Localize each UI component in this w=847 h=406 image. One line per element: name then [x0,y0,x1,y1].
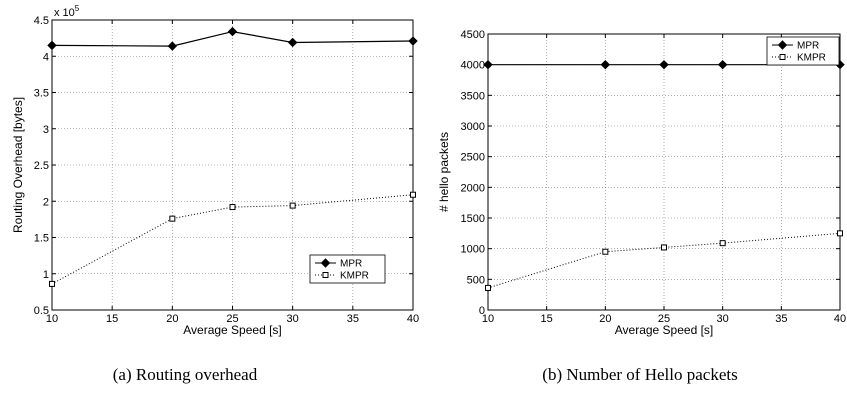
x-tick-label: 40 [407,313,419,325]
chart-1: 10 15 20 25 30 35 40 0.5 1 1.5 2 2.5 3 3.5 4 4.5 x 105 Av… [11,4,419,384]
data-point-mpr [320,258,331,268]
x-tick-label: 10 [46,313,58,325]
series-line-kmpr [487,232,841,289]
y-tick-label: 2.5 [34,160,49,172]
data-point-mpr [167,41,178,51]
data-point-kmpr [661,244,667,251]
data-point-kmpr [485,284,491,291]
y-tick-label: 500 [467,274,485,286]
y-tick-label: 2500 [461,152,485,164]
y-tick-label: 2 [43,196,49,208]
data-point-kmpr [837,230,843,237]
data-point-kmpr [49,280,55,287]
legend-label-kmpr: KMPR [797,53,826,64]
y-tick-label: 0.5 [34,305,49,317]
legend-box [309,254,386,284]
x-tick-label: 25 [226,313,238,325]
legend-label-kmpr: KMPR [340,271,369,282]
y-tick-label: 2000 [461,182,485,194]
figure-caption: (a) Routing overhead [113,365,258,384]
data-point-kmpr [410,191,416,198]
legend-label-mpr: MPR [340,259,362,270]
y-axis-label: # hello packets [437,132,451,212]
data-point-mpr [408,36,418,46]
x-tick-label: 25 [658,313,670,325]
y-tick-label: 4500 [461,29,485,41]
axis-multiplier: x 105 [54,4,80,19]
series-mpr [483,59,845,70]
y-tick-label: 4 [43,51,49,63]
data-point-kmpr [322,272,329,278]
y-tick-label: 4000 [461,60,485,72]
x-tick-label: 20 [166,313,178,325]
x-tick-label: 15 [106,313,118,325]
x-tick-label: 10 [482,313,494,325]
figure-caption: (b) Number of Hello packets [542,365,737,384]
data-point-mpr [777,40,788,50]
legend-label-mpr: MPR [797,41,819,52]
data-point-mpr [483,59,493,70]
data-point-kmpr [779,54,786,60]
y-tick-label: 3.5 [34,88,49,100]
y-tick-label: 4.5 [34,15,49,27]
y-tick-label: 1000 [461,244,485,256]
series-mpr [47,26,418,51]
y-axis-label: Routing Overhead [bytes] [11,97,25,233]
y-tick-label: 1.5 [34,233,49,245]
data-point-mpr [47,40,57,51]
legend-box [766,36,840,66]
data-point-kmpr [169,215,176,222]
x-tick-label: 35 [775,313,787,325]
y-tick-label: 3500 [461,90,485,102]
x-tick-label: 35 [347,313,359,325]
x-tick-label: 40 [834,313,846,325]
chart-2: 10 15 20 25 30 35 40 0 500 1000 1500 2000 2500 3000 35… [437,29,846,384]
data-point-mpr [600,59,611,70]
y-tick-label: 1500 [461,213,485,225]
x-axis-label: Average Speed [s] [183,323,282,337]
data-point-kmpr [289,202,296,209]
data-point-mpr [659,59,669,70]
data-point-mpr [287,37,298,48]
data-point-mpr [717,59,728,70]
axis-multiplier-exponent: 5 [75,4,80,13]
y-tick-label: 1 [43,269,49,281]
series-kmpr [485,230,843,291]
x-tick-label: 30 [287,313,299,325]
y-tick-label: 3000 [461,121,485,133]
y-tick-label: 0 [479,305,485,317]
x-tick-label: 15 [541,313,553,325]
data-point-kmpr [719,240,726,247]
series-kmpr [49,191,416,287]
data-point-kmpr [602,248,609,255]
x-axis-label: Average Speed [s] [615,323,714,337]
data-point-mpr [227,26,238,37]
x-tick-label: 20 [599,313,611,325]
data-point-kmpr [229,204,236,211]
x-tick-label: 30 [717,313,729,325]
y-tick-label: 3 [43,124,49,136]
